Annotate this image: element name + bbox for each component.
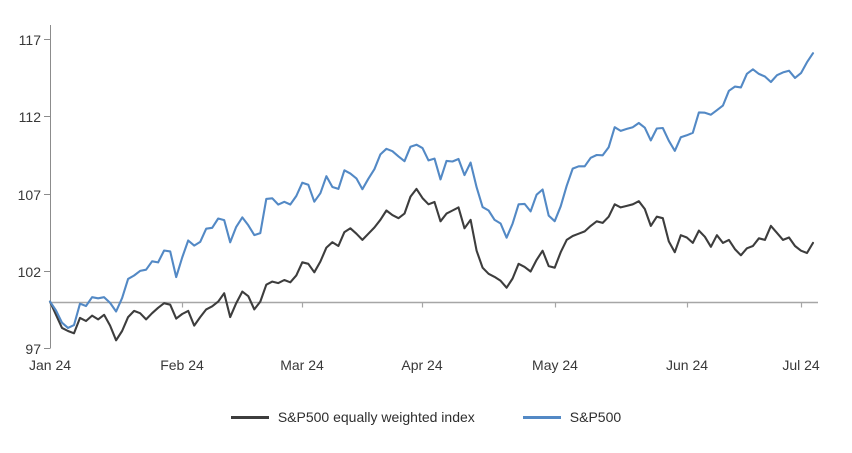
series-line-equal-weight xyxy=(48,187,815,342)
y-tick-label: 102 xyxy=(17,263,41,280)
x-tick-label: Jun 24 xyxy=(665,357,709,373)
series-line-sp500 xyxy=(48,52,815,329)
x-tick-label: Jan 24 xyxy=(28,357,72,373)
y-tick-label: 112 xyxy=(18,108,41,125)
x-tick-label: Apr 24 xyxy=(401,357,443,373)
legend-line-swatch xyxy=(522,415,561,419)
x-tick-label: Feb 24 xyxy=(160,357,204,373)
x-tick-label: Mar 24 xyxy=(280,357,324,373)
legend-line-swatch xyxy=(230,415,269,419)
y-tick-label: 97 xyxy=(25,340,41,357)
legend: S&P500 equally weighted index S&P500 xyxy=(0,409,852,425)
legend-item: S&P500 xyxy=(522,409,622,425)
y-tick-label: 117 xyxy=(18,31,41,48)
legend-item: S&P500 equally weighted index xyxy=(230,409,475,425)
x-tick-label: Jul 24 xyxy=(782,357,820,373)
legend-label: S&P500 xyxy=(569,409,622,425)
x-tick-label: May 24 xyxy=(532,357,578,373)
y-tick-label: 107 xyxy=(17,186,41,203)
legend-label: S&P500 equally weighted index xyxy=(277,409,475,425)
